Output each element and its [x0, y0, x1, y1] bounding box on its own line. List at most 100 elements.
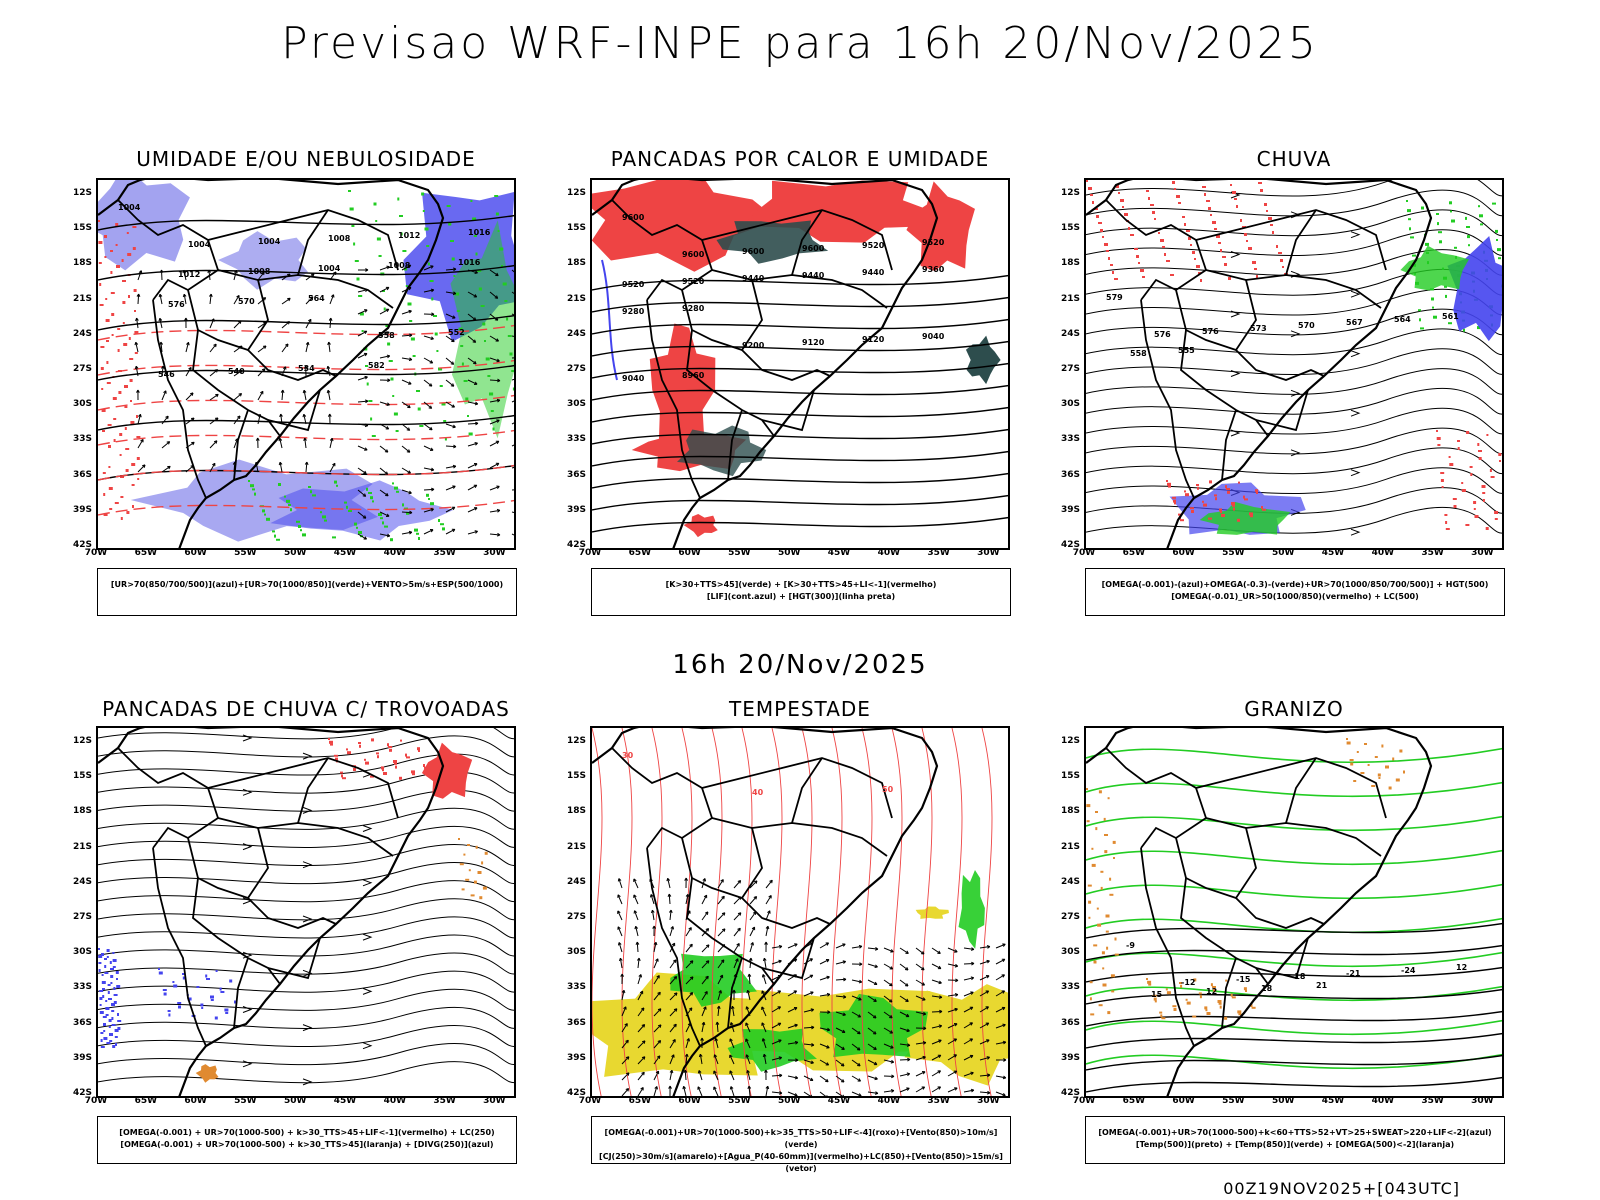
- lat-tick: 18S: [72, 258, 92, 269]
- lat-tick: 33S: [1060, 434, 1080, 445]
- contour-label: -9: [1126, 941, 1135, 950]
- lon-tick: 30W: [1471, 1096, 1494, 1106]
- lon-tick: 65W: [134, 1096, 158, 1106]
- contour-label: 18: [1261, 984, 1273, 993]
- contour-label: 570: [1298, 321, 1315, 330]
- lat-tick: 18S: [566, 258, 586, 269]
- contour-label: 9600: [682, 250, 705, 259]
- lat-tick: 30S: [72, 947, 92, 958]
- lat-tick: 33S: [72, 434, 92, 445]
- contour-label: 9520: [862, 241, 885, 250]
- contour-label: -18: [1291, 972, 1306, 981]
- contour-label: 9520: [682, 277, 705, 286]
- contour-label: 552: [448, 328, 465, 337]
- lon-tick: 65W: [134, 548, 158, 558]
- legend-line: [K>30+TTS>45](verde) + [K>30+TTS>45+LI<-…: [665, 580, 937, 589]
- contour-label: 9600: [802, 244, 825, 253]
- lat-tick: 18S: [1060, 806, 1080, 817]
- map-canvas: [98, 728, 514, 1096]
- lon-tick: 55W: [728, 1096, 751, 1106]
- lat-tick: 15S: [72, 223, 92, 234]
- lat-tick: 12S: [1060, 188, 1080, 198]
- lon-tick: 30W: [483, 548, 506, 558]
- lon-tick: 65W: [628, 1096, 652, 1106]
- contour-label: 1004: [118, 203, 141, 212]
- legend-line: [LIF](cont.azul) + [HGT(300)](linha pret…: [706, 592, 896, 601]
- lon-tick: 35W: [1421, 548, 1444, 558]
- contour-label: 1008: [248, 267, 271, 276]
- lon-tick: 55W: [1222, 1096, 1245, 1106]
- map-pancadas-calor: 9600 9600 9600 9600 9520 9520 9520 9520 9440 9440…: [590, 178, 1010, 550]
- lat-tick: 39S: [72, 1052, 92, 1063]
- panel-title-chuva: CHUVA: [1256, 147, 1332, 171]
- lat-tick: 21S: [1060, 293, 1080, 304]
- legend-line: [OMEGA(-0.001)+UR>70(1000-500)+k<60+TTS>…: [1098, 1128, 1492, 1137]
- lat-tick: 12S: [566, 736, 586, 746]
- lat-tick: 27S: [1060, 364, 1080, 374]
- lat-tick: 24S: [72, 328, 92, 339]
- lat-tick: 30S: [72, 399, 92, 410]
- lon-tick: 70W: [84, 1096, 108, 1106]
- contour-label: 564: [1394, 315, 1411, 324]
- lon-tick: 30W: [977, 1096, 1000, 1106]
- contour-label: 570: [238, 297, 255, 306]
- contour-label: 9200: [742, 341, 765, 350]
- lat-tick: 12S: [566, 188, 586, 198]
- lat-tick: 18S: [566, 806, 586, 817]
- map-canvas: 1004 1004 1004 1008 1012 1016 1012 1008 1004 1008…: [98, 180, 514, 548]
- lat-tick: 24S: [566, 328, 586, 339]
- lat-tick: 33S: [566, 434, 586, 445]
- lat-tick: 39S: [566, 1052, 586, 1063]
- contour-label: 1008: [388, 261, 411, 270]
- contour-label: 9040: [922, 332, 945, 341]
- legend-line: [UR>70(850/700/500)](azul)+[UR>70(1000/8…: [110, 580, 504, 589]
- lat-tick: 15S: [1060, 223, 1080, 234]
- lat-tick: 21S: [566, 841, 586, 852]
- panel-title-trovoadas: PANCADAS DE CHUVA C/ TROVOADAS: [102, 697, 510, 721]
- contour-label: 9600: [742, 247, 765, 256]
- lat-tick: 30S: [566, 399, 586, 410]
- lat-tick: 27S: [72, 912, 92, 922]
- contour-label: 9600: [622, 213, 645, 222]
- lat-tick: 42S: [566, 540, 586, 550]
- run-id: 00Z19NOV2025+[043UTC]: [1223, 1179, 1460, 1198]
- contour-label: 1016: [458, 258, 481, 267]
- contour-label: 1012: [178, 270, 200, 279]
- legend-trovoadas: [OMEGA(-0.001) + UR>70(1000-500) + k>30_…: [97, 1116, 517, 1164]
- lat-tick: 30S: [1060, 399, 1080, 410]
- map-granizo: -9 -12 -15 -18 -21 -24 12 15 12 18 21: [1084, 726, 1504, 1098]
- contour-label: -15: [1236, 975, 1251, 984]
- lon-tick: 55W: [1222, 548, 1245, 558]
- lon-tick: 55W: [234, 548, 257, 558]
- lon-tick: 45W: [1321, 548, 1345, 558]
- contour-label: 9360: [922, 265, 945, 274]
- lon-tick: 30W: [977, 548, 1000, 558]
- lat-tick: 27S: [566, 364, 586, 374]
- lat-tick: 33S: [72, 982, 92, 993]
- contour-label: 9440: [862, 268, 885, 277]
- map-trovoadas: [96, 726, 516, 1098]
- lon-tick: 60W: [1172, 548, 1195, 558]
- lat-tick: 39S: [566, 504, 586, 515]
- lat-tick: 24S: [72, 876, 92, 887]
- lat-tick: 24S: [1060, 876, 1080, 887]
- lon-tick: 40W: [877, 548, 901, 558]
- contour-label: 1016: [468, 228, 491, 237]
- lat-tick: 15S: [72, 771, 92, 782]
- lon-tick: 35W: [927, 548, 950, 558]
- map-canvas: 579 576 576 573 570 567 564 561 558 555: [1086, 180, 1502, 548]
- lat-tick: 24S: [566, 876, 586, 887]
- legend-granizo: [OMEGA(-0.001)+UR>70(1000-500)+k<60+TTS>…: [1085, 1116, 1505, 1164]
- contour-label: 9040: [622, 374, 645, 383]
- lon-tick: 65W: [1122, 548, 1146, 558]
- lon-tick: 50W: [283, 1096, 307, 1106]
- lon-tick: 30W: [1471, 548, 1494, 558]
- contour-label: 555: [1178, 346, 1195, 355]
- lat-tick: 30S: [1060, 947, 1080, 958]
- lon-tick: 70W: [578, 1096, 602, 1106]
- legend-line: [OMEGA(-0.001) + UR>70(1000-500) + k>30_…: [119, 1128, 495, 1137]
- mid-time-label: 16h 20/Nov/2025: [672, 650, 928, 680]
- contour-label: 15: [1151, 990, 1163, 999]
- contour-label: 567: [1346, 318, 1363, 327]
- panel-title-umidade: UMIDADE E/OU NEBULOSIDADE: [136, 147, 476, 171]
